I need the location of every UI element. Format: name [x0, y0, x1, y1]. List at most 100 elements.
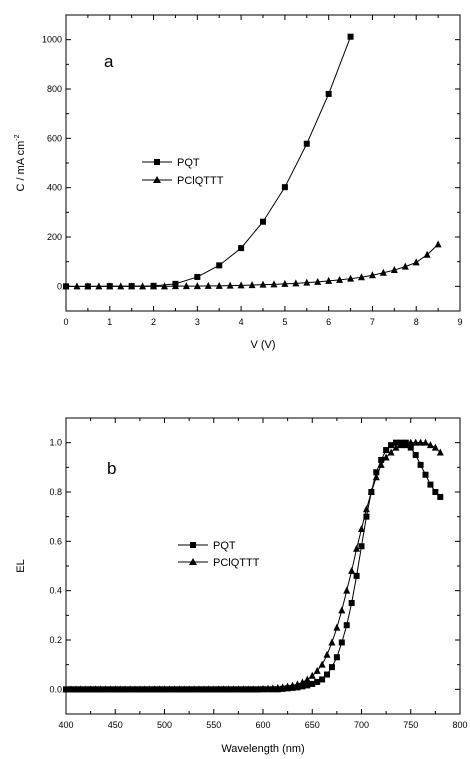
data-point-pclqttt [313, 666, 321, 674]
data-point-pclqttt [106, 685, 114, 693]
data-point-pclqttt [347, 274, 355, 282]
x-axis-label: Wavelength (nm) [221, 743, 304, 755]
data-point-pclqttt [72, 685, 80, 693]
data-point-pclqttt [274, 683, 282, 691]
y-axis-label-group: C / mA cm-2 [14, 134, 27, 191]
data-point-pclqttt [303, 675, 311, 683]
data-point-pclqttt [387, 448, 395, 456]
data-point-pclqttt [254, 685, 262, 693]
data-point-pclqttt [434, 240, 442, 248]
y-tick-label: 1.0 [49, 438, 62, 448]
legend-label-pclqttt: PClQTTT [213, 557, 260, 569]
data-point-pclqttt [323, 650, 331, 658]
data-point-pclqttt [215, 281, 223, 289]
data-point-pqt [314, 678, 321, 685]
legend-marker-pqt [154, 159, 160, 165]
data-point-pclqttt [382, 453, 390, 461]
data-point-pclqttt [284, 682, 292, 690]
chart-panel-b: 400 450 500 550 600 650 700 750 800 0.0 0.2 0.4 0.6 0… [15, 417, 468, 755]
data-point-pclqttt [392, 443, 400, 451]
data-point-pclqttt [248, 281, 256, 289]
legend-marker-pclqttt [189, 558, 197, 565]
data-point-pclqttt [101, 685, 109, 693]
axis-ticks: 400 450 500 550 600 650 700 750 800 0.0 0.2 0.4 0.6 0… [49, 417, 468, 730]
data-point-pqt [319, 676, 326, 683]
data-point-pclqttt [156, 685, 164, 693]
data-point-pclqttt [431, 443, 439, 451]
data-point-pclqttt [426, 441, 434, 449]
data-point-pqt [437, 493, 444, 500]
data-point-pclqttt [336, 275, 344, 283]
data-point-pclqttt [195, 685, 203, 693]
data-point-pclqttt [126, 685, 134, 693]
data-point-pclqttt [292, 279, 300, 287]
data-point-pclqttt [84, 282, 92, 290]
data-point-pqt [309, 680, 316, 687]
data-point-pqt [281, 184, 288, 191]
data-point-pclqttt [379, 268, 387, 276]
data-point-pclqttt [111, 685, 119, 693]
x-tick-label: 1 [107, 317, 112, 327]
data-point-pclqttt [92, 685, 100, 693]
data-point-pclqttt [220, 685, 228, 693]
data-point-pclqttt [95, 282, 103, 290]
data-point-pqt [324, 671, 331, 678]
y-tick-label: 200 [47, 232, 62, 242]
y-tick-label: 0.8 [49, 487, 62, 497]
data-point-pclqttt [141, 685, 149, 693]
y-axis-label-text: C / mA cm [15, 141, 27, 192]
data-point-pclqttt [82, 685, 90, 693]
legend-label-pqt: PQT [213, 540, 236, 552]
data-point-pclqttt [328, 638, 336, 646]
data-point-pclqttt [165, 685, 173, 693]
x-tick-label: 400 [58, 720, 73, 730]
data-point-pqt [373, 469, 380, 476]
data-point-pclqttt [303, 278, 311, 286]
x-tick-label: 9 [457, 317, 462, 327]
data-point-pclqttt [237, 281, 245, 289]
data-point-pclqttt [117, 282, 125, 290]
y-tick-label: 800 [47, 84, 62, 94]
data-point-pclqttt [407, 438, 415, 446]
data-point-pqt [383, 447, 390, 454]
data-point-pqt [303, 140, 310, 147]
data-point-pclqttt [372, 473, 380, 481]
data-point-pclqttt [229, 685, 237, 693]
x-tick-label: 800 [452, 720, 467, 730]
data-point-pclqttt [146, 685, 154, 693]
x-tick-label: 500 [157, 720, 172, 730]
data-point-pclqttt [401, 262, 409, 270]
data-point-pclqttt [161, 282, 168, 290]
x-tick-label: 4 [239, 317, 244, 327]
data-point-pqt [333, 654, 340, 661]
data-point-pclqttt [402, 441, 410, 449]
y-axis-label: C / mA cm-2 [14, 134, 27, 191]
data-point-pqt [216, 262, 223, 269]
data-point-pclqttt [205, 685, 213, 693]
panel-label: b [107, 459, 116, 478]
data-point-pclqttt [239, 685, 247, 693]
data-point-pqt [392, 439, 399, 446]
x-tick-label: 5 [282, 317, 287, 327]
data-point-pclqttt [298, 678, 306, 686]
legend-label-pqt: PQT [177, 157, 200, 169]
data-point-pclqttt [264, 684, 272, 692]
data-point-pclqttt [73, 282, 81, 290]
data-point-pclqttt [151, 685, 159, 693]
data-point-pclqttt [121, 685, 129, 693]
data-point-pclqttt [226, 281, 234, 289]
y-axis-label: EL [15, 559, 27, 572]
series-points [62, 33, 442, 290]
y-tick-label: 600 [47, 133, 62, 143]
y-axis-label-group: EL [15, 559, 27, 572]
y-tick-label: 0.4 [49, 586, 62, 596]
x-tick-label: 6 [326, 317, 331, 327]
data-point-pclqttt [77, 685, 85, 693]
data-point-pqt [260, 218, 266, 225]
x-tick-label: 0 [63, 317, 68, 327]
data-point-pqt [358, 543, 365, 550]
data-point-pclqttt [234, 685, 242, 693]
data-point-pclqttt [333, 623, 341, 631]
x-tick-label: 3 [195, 317, 200, 327]
